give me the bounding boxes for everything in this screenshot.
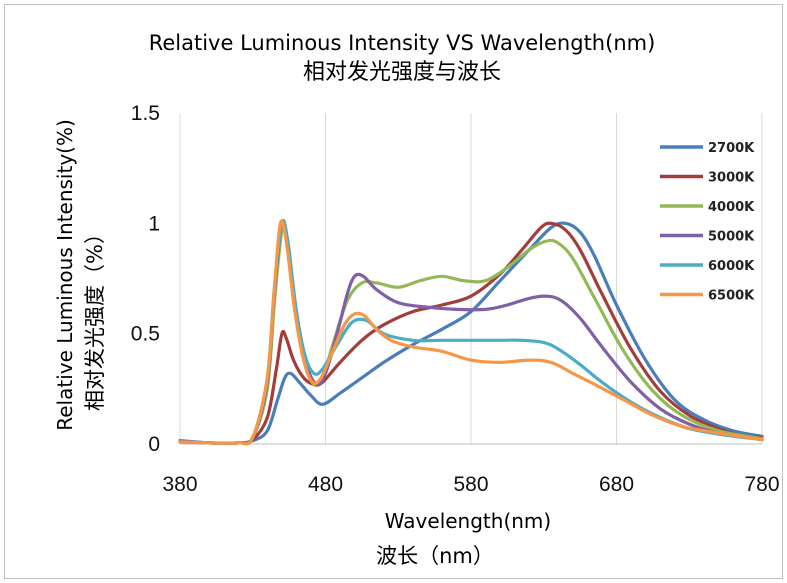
series-line-6500K — [178, 219, 764, 446]
series-lines — [178, 218, 764, 446]
legend-label-2700K: 2700K — [708, 141, 755, 156]
x-axis-label-cn: 波长（nm） — [376, 544, 494, 568]
legend-label-6500K: 6500K — [708, 289, 755, 304]
y-tick-label-3: 1.5 — [131, 102, 160, 125]
y-tick-labels: 0 0.5 1 1.5 — [131, 102, 160, 456]
x-tick-label-4: 780 — [744, 473, 779, 496]
legend-label-6000K: 6000K — [708, 259, 755, 274]
x-tick-label-3: 680 — [599, 473, 634, 496]
y-tick-label-1: 0.5 — [131, 323, 160, 346]
grid-lines — [179, 113, 763, 445]
y-tick-label-2: 1 — [148, 212, 160, 235]
y-axis-label: Relative Luminous Intensity(%) — [53, 119, 77, 431]
x-tick-label-1: 480 — [308, 473, 343, 496]
series-line-3000K — [178, 221, 764, 445]
legend-label-5000K: 5000K — [708, 230, 755, 245]
x-tick-label-2: 580 — [453, 473, 488, 496]
legend-label-4000K: 4000K — [708, 200, 755, 215]
chart-subtitle: 相对发光强度与波长 — [303, 60, 501, 85]
chart-title: Relative Luminous Intensity VS Wavelengt… — [149, 31, 656, 55]
x-tick-labels: 380 480 580 680 780 — [162, 473, 779, 496]
y-axis-label-cn: 相对发光强度（%） — [83, 223, 107, 411]
x-tick-label-0: 380 — [162, 473, 197, 496]
legend: 2700K 3000K 4000K 5000K 6000K 6500K — [660, 141, 755, 304]
x-axis-label: Wavelength(nm) — [385, 509, 551, 533]
y-tick-label-0: 0 — [148, 433, 160, 456]
series-line-2700K — [178, 221, 764, 445]
legend-label-3000K: 3000K — [708, 171, 755, 186]
chart-frame — [4, 4, 783, 579]
